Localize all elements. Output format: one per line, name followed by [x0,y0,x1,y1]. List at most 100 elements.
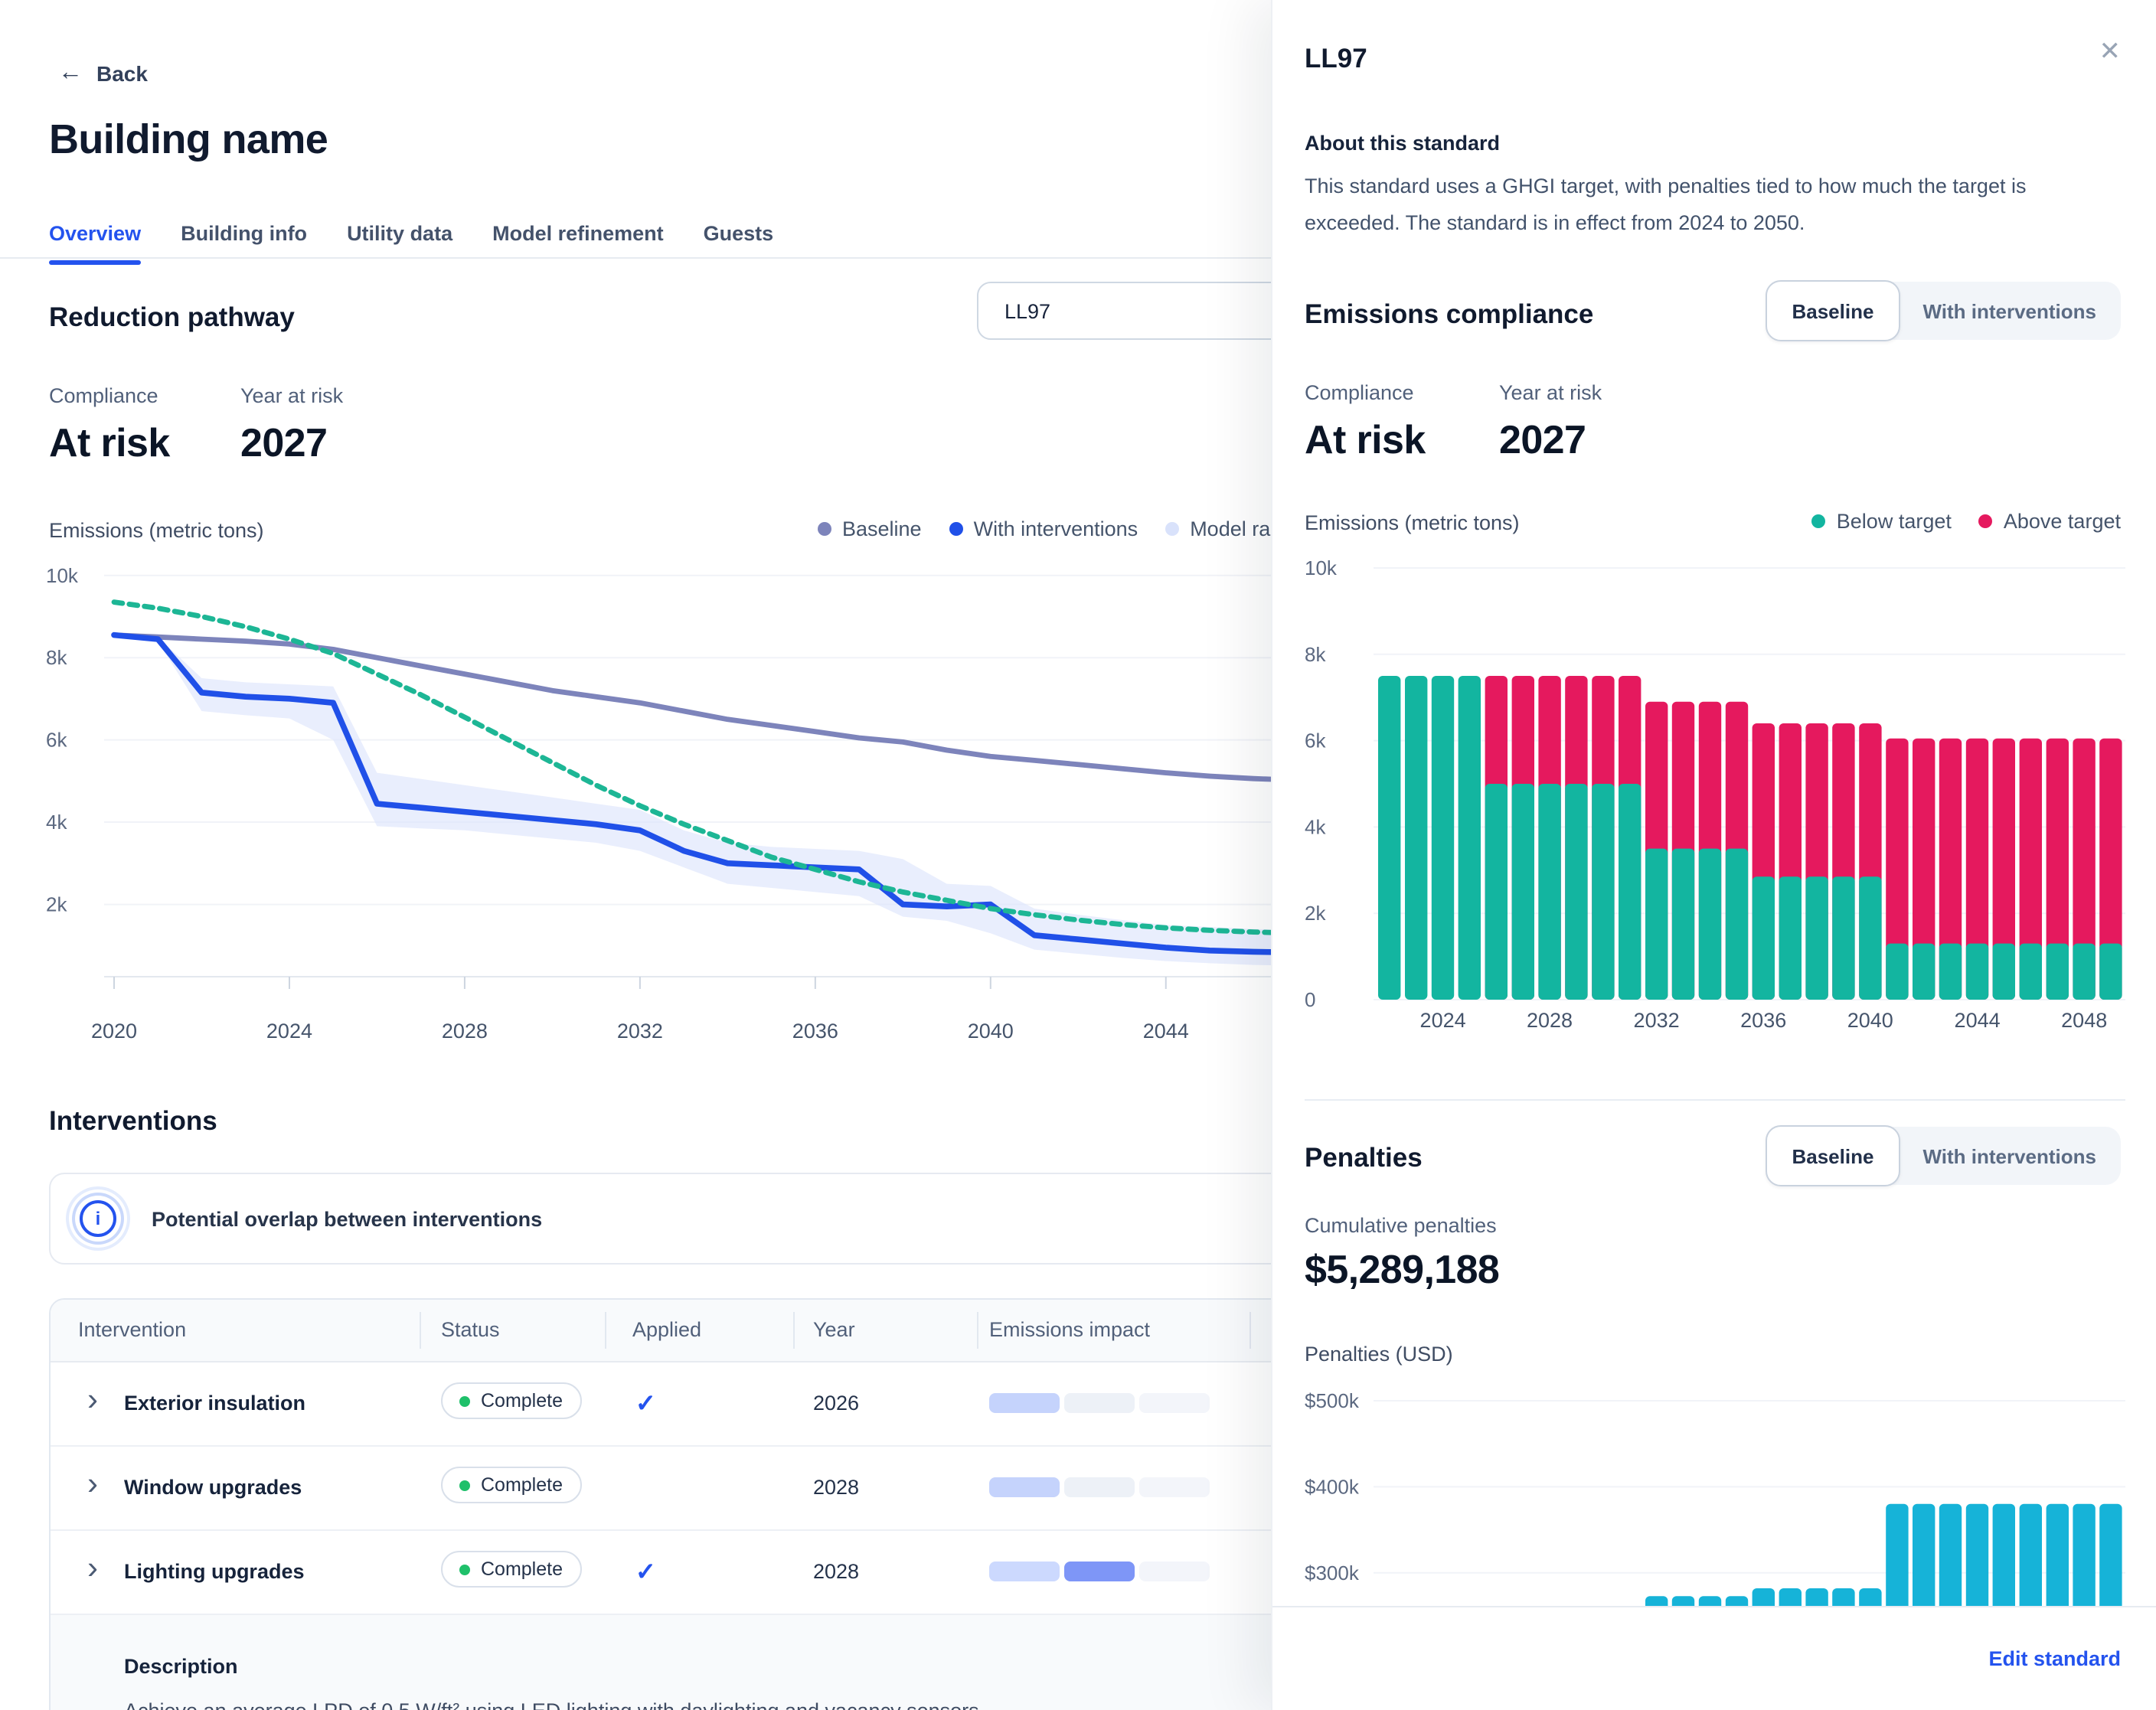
svg-text:2k: 2k [1305,902,1326,925]
emissions-impact-bar [989,1393,1210,1413]
svg-text:0: 0 [1305,988,1315,1011]
svg-text:8k: 8k [46,646,67,669]
col-year: Year [813,1318,855,1341]
emissions-compliance-title: Emissions compliance [1305,299,1594,329]
svg-text:2028: 2028 [1527,1009,1573,1032]
about-text: This standard uses a GHGI target, with p… [1305,175,2027,235]
baseline-dot-icon [818,522,831,536]
status-badge: Complete [441,1467,581,1503]
tab-guests[interactable]: Guests [703,222,774,245]
svg-text:2040: 2040 [968,1020,1014,1043]
svg-text:4k: 4k [46,811,67,834]
svg-text:2020: 2020 [91,1020,137,1043]
cumulative-penalties-label: Cumulative penalties [1305,1214,1497,1237]
header-separator [420,1312,421,1349]
col-applied: Applied [632,1318,702,1341]
applied-check-icon: ✓ [635,1392,656,1418]
overlap-banner-text: Potential overlap between interventions [152,1207,543,1230]
info-icon: i [80,1200,116,1237]
toggle-baseline[interactable]: Baseline [1766,1125,1900,1186]
svg-text:2028: 2028 [442,1020,488,1043]
reduction-pathway-title: Reduction pathway [49,302,295,332]
header-separator [1250,1312,1251,1349]
page-title: Building name [49,116,328,162]
svg-text:2024: 2024 [1420,1009,1466,1032]
cumulative-penalties-value: $5,289,188 [1305,1246,1500,1292]
svg-text:$400k: $400k [1305,1475,1360,1498]
emissions-toggle: Baseline With interventions [1766,280,2121,341]
status-dot-icon [459,1395,470,1406]
header-separator [793,1312,795,1349]
close-icon[interactable]: ✕ [2099,37,2122,66]
panel-year-at-risk-value: 2027 [1499,416,1586,462]
svg-text:2036: 2036 [1740,1009,1786,1032]
above-target-dot-icon [1978,514,1993,528]
svg-text:8k: 8k [1305,643,1326,666]
standard-select-value: LL97 [1004,299,1051,322]
svg-text:4k: 4k [1305,815,1326,838]
tab-divider [0,257,2156,259]
emissions-impact-bar [989,1477,1210,1497]
bar-chart-axis-label: Emissions (metric tons) [1305,511,1520,534]
with-interventions-dot-icon [949,522,963,536]
svg-text:2032: 2032 [1634,1009,1680,1032]
reduction-pathway-chart: 10k 8k 6k 4k 2k 2020 2024 2028 2032 2036 2040 2044 [46,564,1271,1043]
section-divider [1305,1099,2125,1101]
status-badge: Complete [441,1551,581,1588]
tab-overview[interactable]: Overview [49,222,142,265]
model-range-dot-icon [1165,522,1180,536]
emissions-impact-bar [989,1562,1210,1581]
panel-year-at-risk-label: Year at risk [1499,381,1602,404]
year-at-risk-value: 2027 [240,419,328,465]
expand-chevron-icon[interactable]: › [87,1467,98,1502]
svg-text:$300k: $300k [1305,1562,1360,1584]
toggle-with-interventions[interactable]: With interventions [1922,299,2096,322]
emissions-compliance-chart: 10k 8k 6k 4k 2k 0 2024 2028 2032 2036 2040 2044 2048 [1305,556,2125,1032]
back-button[interactable]: ← Back [58,60,148,86]
compliance-label: Compliance [49,384,158,407]
panel-footer: Edit standard [1272,1606,2156,1710]
edit-standard-link[interactable]: Edit standard [1988,1647,2121,1670]
panel-compliance-label: Compliance [1305,381,1414,404]
svg-text:6k: 6k [46,729,67,752]
svg-text:2044: 2044 [1955,1009,2001,1032]
toggle-baseline[interactable]: Baseline [1766,280,1900,341]
svg-text:$500k: $500k [1305,1389,1360,1412]
penalties-toggle: Baseline With interventions [1766,1125,2121,1186]
expand-chevron-icon[interactable]: › [87,1551,98,1586]
legend-item-below-target: Below target [1811,510,1952,533]
penalties-axis-label: Penalties (USD) [1305,1343,1453,1366]
line-chart-legend: Baseline With interventions Model range [818,517,1305,540]
legend-item-baseline: Baseline [818,517,922,540]
toggle-with-interventions[interactable]: With interventions [1922,1144,2096,1167]
back-label: Back [96,61,148,86]
bar-chart-legend: Below target Above target [1811,510,2121,533]
description-title: Description [124,1655,238,1678]
header-separator [977,1312,978,1349]
tab-building-info[interactable]: Building info [181,222,308,245]
penalties-chart: $500k $400k $300k [1305,1389,2125,1606]
tab-utility-data[interactable]: Utility data [347,222,453,245]
legend-item-with-interventions: With interventions [949,517,1138,540]
status-badge: Complete [441,1382,581,1419]
svg-text:2036: 2036 [792,1020,838,1043]
interventions-title: Interventions [49,1105,217,1136]
col-intervention: Intervention [78,1318,187,1341]
compliance-value: At risk [49,419,170,465]
status-dot-icon [459,1564,470,1575]
svg-text:2024: 2024 [266,1020,312,1043]
below-target-dot-icon [1811,514,1826,528]
svg-text:2044: 2044 [1143,1020,1189,1043]
col-status: Status [441,1318,500,1341]
col-emissions-impact: Emissions impact [989,1318,1151,1341]
tab-bar: Overview Building info Utility data Mode… [49,222,774,265]
about-title: About this standard [1305,132,1500,155]
status-dot-icon [459,1480,470,1490]
header-separator [605,1312,606,1349]
expand-chevron-icon[interactable]: › [87,1382,98,1418]
standard-detail-panel: LL97 ✕ About this standard This standard… [1271,0,2156,1710]
tab-model-refinement[interactable]: Model refinement [492,222,664,245]
year-at-risk-label: Year at risk [240,384,344,407]
line-chart-axis-label: Emissions (metric tons) [49,519,264,542]
penalties-title: Penalties [1305,1142,1423,1173]
